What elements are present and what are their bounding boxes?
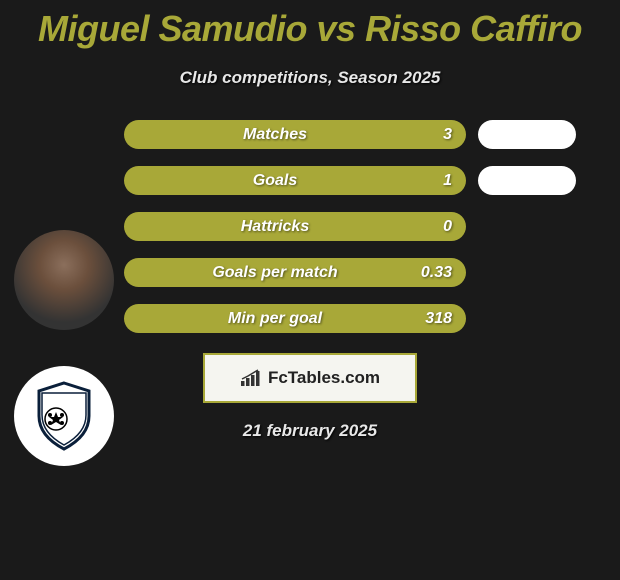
player2-avatar [14, 366, 114, 466]
stat-label: Hattricks [138, 218, 412, 236]
chart-icon [240, 369, 262, 387]
stat-row: Min per goal318 [0, 304, 620, 333]
stat-label: Matches [138, 126, 412, 144]
stat-label: Goals per match [138, 264, 412, 282]
stat-value-left: 1 [412, 172, 452, 190]
stat-bar-left: Hattricks0 [124, 212, 466, 241]
stat-row: Matches3 [0, 120, 620, 149]
stat-value-left: 3 [412, 126, 452, 144]
stat-row: Hattricks0 [0, 212, 620, 241]
comparison-title: Miguel Samudio vs Risso Caffiro [0, 0, 620, 50]
stat-bar-left: Matches3 [124, 120, 466, 149]
stat-bar-right [478, 166, 576, 195]
stats-container: Matches3Goals1Hattricks0Goals per match0… [0, 120, 620, 333]
stat-value-left: 318 [412, 310, 452, 328]
stat-value-left: 0.33 [412, 264, 452, 282]
stat-label: Min per goal [138, 310, 412, 328]
stat-bar-left: Goals per match0.33 [124, 258, 466, 287]
brand-text: FcTables.com [268, 368, 380, 388]
club-shield-icon [34, 381, 94, 451]
player2-name: Risso Caffiro [365, 8, 582, 49]
stat-bar-right [478, 120, 576, 149]
player1-name: Miguel Samudio [38, 8, 307, 49]
stat-value-left: 0 [412, 218, 452, 236]
stat-bar-left: Min per goal318 [124, 304, 466, 333]
stat-bar-left: Goals1 [124, 166, 466, 195]
subtitle: Club competitions, Season 2025 [0, 68, 620, 88]
stat-row: Goals per match0.33 [0, 258, 620, 287]
brand-logo: FcTables.com [203, 353, 417, 403]
stat-row: Goals1 [0, 166, 620, 195]
vs-text: vs [317, 8, 356, 49]
stat-label: Goals [138, 172, 412, 190]
